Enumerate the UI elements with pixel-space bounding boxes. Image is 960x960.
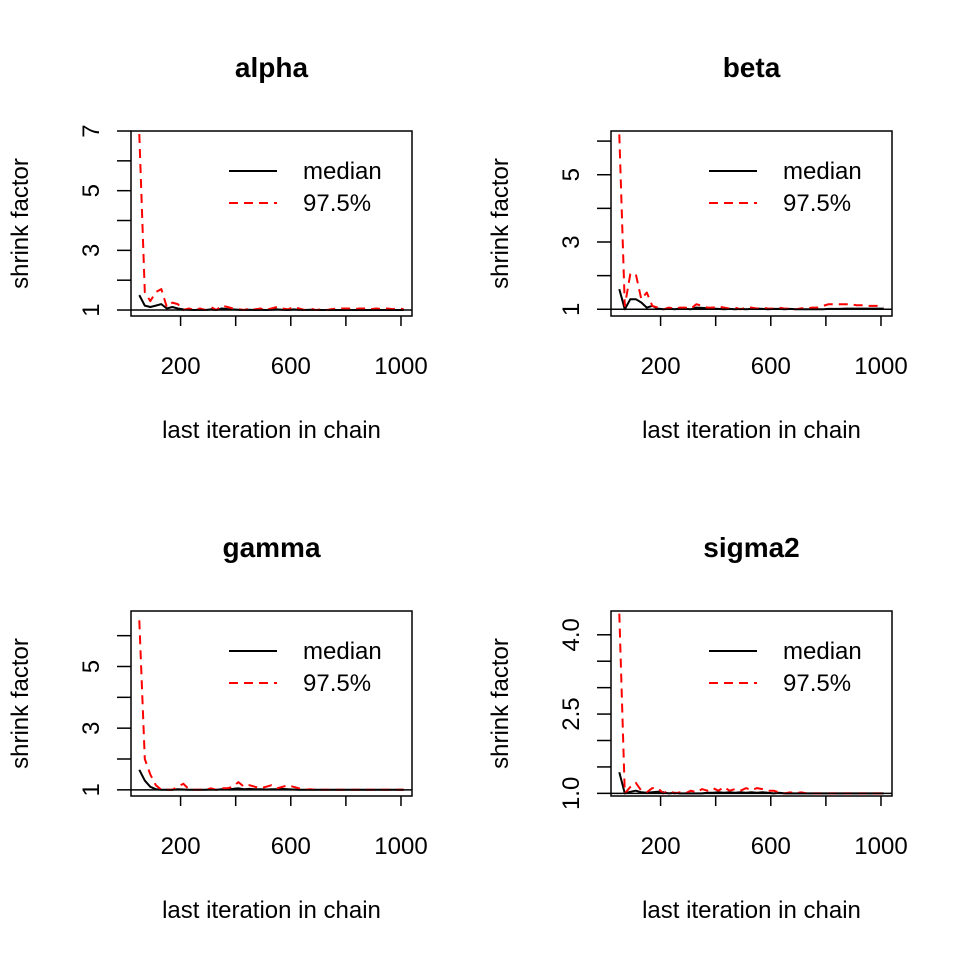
plot-frame [130, 130, 413, 317]
y-tick-label: 5 [78, 184, 105, 197]
x-tick-label: 200 [641, 353, 681, 380]
x-axis-label: last iteration in chain [642, 897, 861, 924]
x-tick-label: 600 [271, 353, 311, 380]
legend-label: 97.5% [783, 190, 851, 217]
x-tick-label: 200 [641, 833, 681, 860]
y-tick-label: 5 [558, 168, 585, 181]
plot-frame [610, 130, 893, 317]
chart-panel-3: gamma 200 600 1000 1 3 5 last iteration in chai… [7, 532, 428, 924]
plot-frame [130, 610, 413, 797]
x-tick-label: 1000 [374, 833, 427, 860]
series-line-97-5 [618, 134, 884, 311]
legend-label: median [783, 638, 862, 665]
legend-label: 97.5% [303, 190, 371, 217]
y-tick-label: 3 [78, 244, 105, 257]
x-tick-label: 1000 [854, 353, 907, 380]
legend-label: median [303, 158, 382, 185]
y-tick-label: 3 [558, 235, 585, 248]
x-tick-label: 600 [271, 833, 311, 860]
y-axis-label: shrink factor [487, 158, 514, 289]
legend-label: 97.5% [783, 670, 851, 697]
y-tick-label: 5 [78, 660, 105, 673]
x-tick-label: 200 [161, 833, 201, 860]
x-axis-label: last iteration in chain [162, 897, 381, 924]
chart-panel-2: beta 200 600 1000 1 3 5 last iteration in chain… [487, 52, 908, 444]
legend-label: 97.5% [303, 670, 371, 697]
legend-label: median [303, 638, 382, 665]
plot-frame [610, 610, 893, 797]
x-axis-label: last iteration in chain [642, 417, 861, 444]
legend-label: median [783, 158, 862, 185]
y-tick-label: 4.0 [558, 618, 585, 651]
y-axis-label: shrink factor [487, 638, 514, 769]
y-tick-label: 1 [78, 783, 105, 796]
y-tick-label: 2.5 [558, 697, 585, 730]
x-tick-label: 600 [751, 833, 791, 860]
y-axis-label: shrink factor [7, 158, 34, 289]
y-tick-label: 1.0 [558, 777, 585, 810]
x-tick-label: 200 [161, 353, 201, 380]
chart-title: sigma2 [703, 532, 800, 563]
y-tick-label: 1 [78, 303, 105, 316]
x-tick-label: 1000 [374, 353, 427, 380]
y-tick-label: 1 [558, 303, 585, 316]
y-tick-label: 3 [78, 721, 105, 734]
x-tick-label: 1000 [854, 833, 907, 860]
chart-title: gamma [222, 532, 320, 563]
chart-title: alpha [235, 52, 309, 83]
chart-panel-1: alpha 200 600 1000 1 3 5 7 last iteration in cha… [7, 52, 428, 444]
chart-panel-4: sigma2 200 600 1000 1.0 2.5 4.0 last iteration … [487, 532, 908, 924]
chart-title: beta [723, 52, 781, 83]
y-tick-label: 7 [78, 124, 105, 137]
y-axis-label: shrink factor [7, 638, 34, 769]
x-tick-label: 600 [751, 353, 791, 380]
x-axis-label: last iteration in chain [162, 417, 381, 444]
